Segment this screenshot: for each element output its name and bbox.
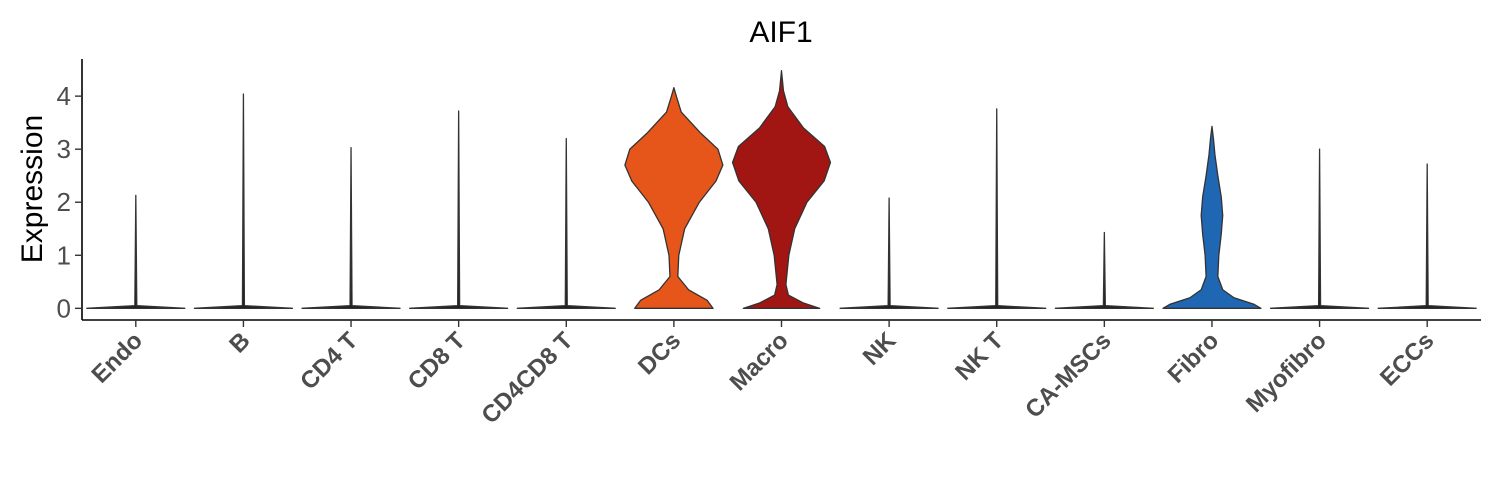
x-tick-label-macro: Macro [725,327,794,396]
x-tick-label-nk: NK [858,327,902,371]
y-tick-label: 3 [57,134,71,164]
y-tick-label: 1 [57,240,71,270]
x-tick-label-endo: Endo [87,327,149,389]
x-tick-label-eccs: ECCs [1375,327,1439,391]
violin-eccs [1377,163,1477,309]
x-axis-ticks: Endo B CD4 T CD8 T CD4CD8 T DCs Macro NK NK T CA-… [87,320,1439,429]
x-tick-label-b: B [224,327,255,358]
y-axis-ticks: 0 1 2 3 4 [57,81,82,323]
x-tick-label-ca-mscs: CA-MSCs [1020,327,1116,423]
violin-endo [86,194,186,309]
x-tick-label-dcs: DCs [633,327,686,380]
violin-ca-mscs [1054,231,1154,309]
x-tick-label-cd8-t: CD8 T [403,327,471,395]
y-tick-label: 4 [57,81,71,111]
y-axis-label: Expression [16,115,49,263]
violin-dcs [624,87,724,309]
violin-macro [731,70,832,309]
x-tick-label-fibro: Fibro [1163,327,1225,389]
violin-cd8-t [409,110,509,309]
x-tick-label-cd4cd8-t: CD4CD8 T [476,327,578,429]
x-tick-label-nk-t: NK T [950,327,1009,386]
violin-b [193,93,294,309]
plot-area [86,70,1477,309]
violin-fibro [1162,125,1262,309]
x-tick-label-myofibro: Myofibro [1241,327,1332,418]
y-tick-label: 2 [57,187,71,217]
x-tick-label-cd4-t: CD4 T [295,327,363,395]
violin-myofibro [1269,148,1370,309]
violin-nk-t [947,108,1047,309]
chart-title: AIF1 [749,16,812,49]
y-tick-label: 0 [57,293,71,323]
violin-cd4cd8-t [516,137,616,309]
violin-nk [839,197,939,309]
violin-cd4-t [301,146,401,309]
